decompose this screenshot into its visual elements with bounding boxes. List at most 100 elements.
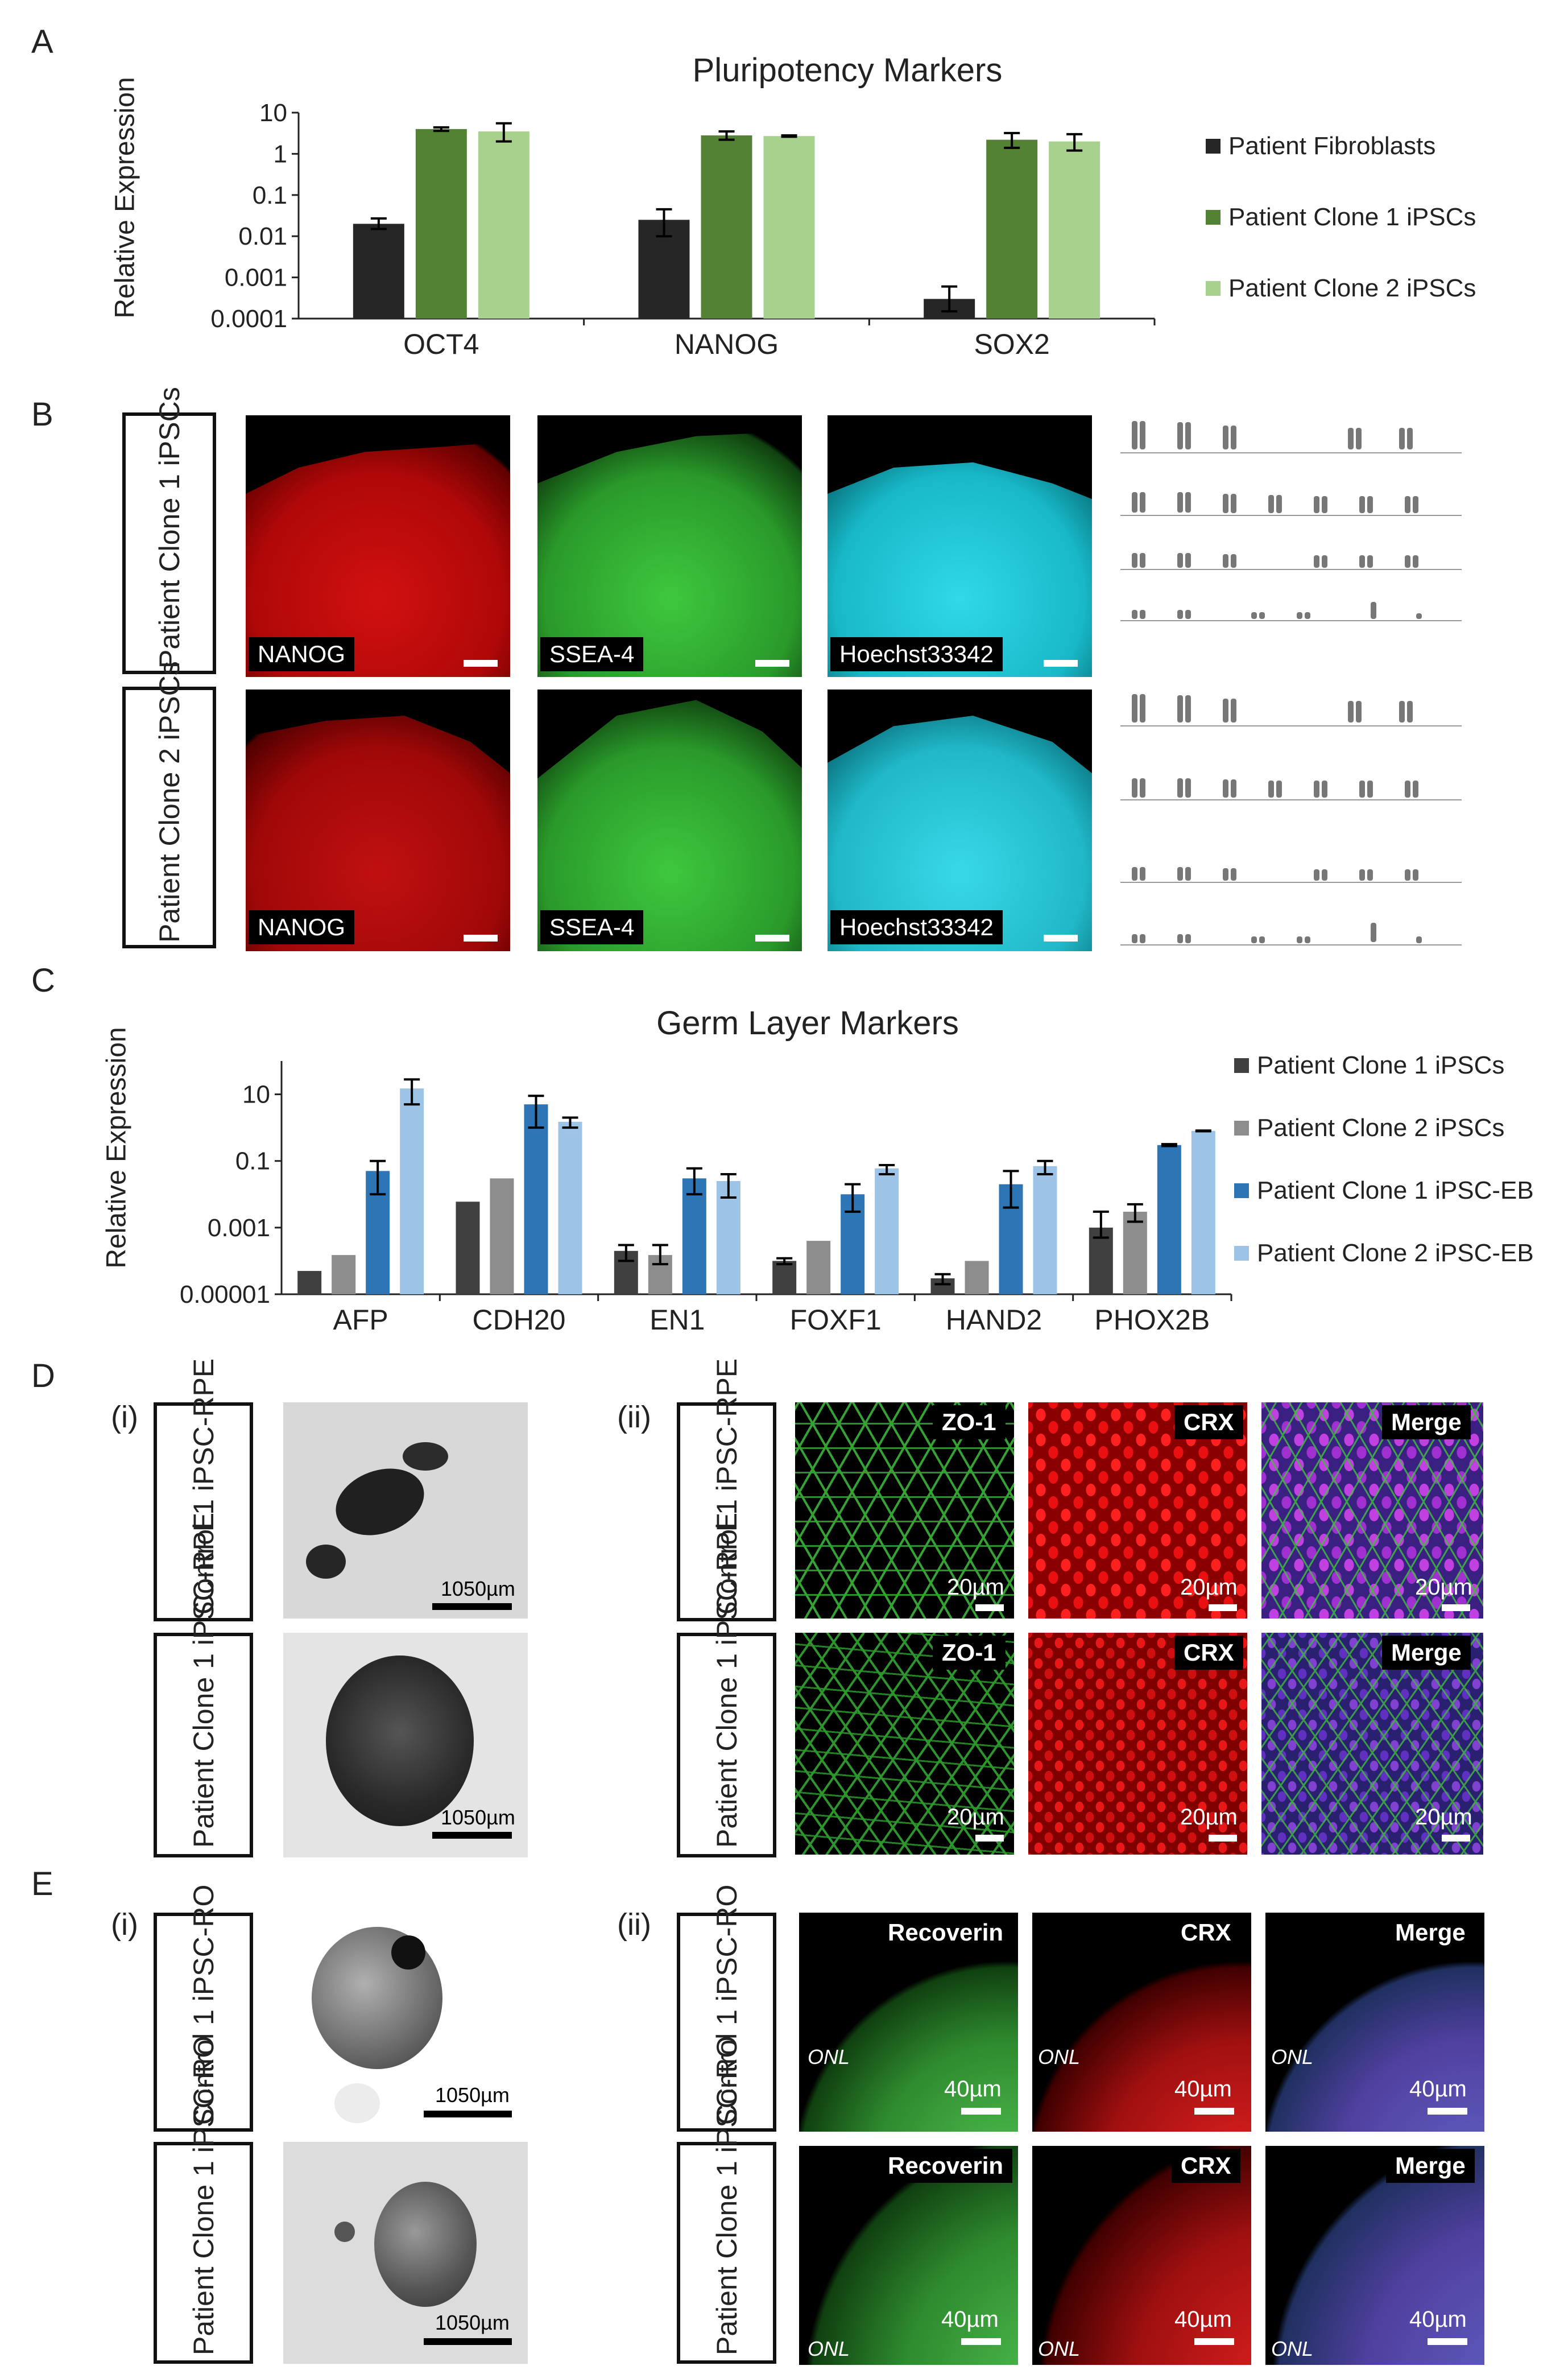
panel-e-ii-label: (ii)	[617, 1908, 651, 1942]
scalebar-d3-label: 20µm	[947, 1575, 1004, 1600]
bar	[1191, 1130, 1215, 1294]
chart-a: 10 1 0.1 0.01 0.001 0.0001 OCT4 NANOG SOX2	[210, 99, 1156, 360]
legend-c-2: Patient Clone 1 iPSC-EB	[1234, 1176, 1534, 1205]
x-tick-label: NANOG	[675, 328, 779, 360]
panel-e-i-label: (i)	[111, 1908, 138, 1942]
scalebar-e1	[424, 2111, 512, 2117]
bar	[682, 1178, 706, 1294]
legend-a-0: Patient Fibroblasts	[1206, 132, 1435, 160]
scalebar-e2	[424, 2338, 512, 2345]
scalebar-d8-label: 20µm	[1415, 1805, 1472, 1830]
y-tick-label: 1	[274, 140, 287, 168]
scalebar-b1	[464, 660, 498, 667]
bar	[558, 1121, 582, 1294]
onl-label-6: ONL	[1271, 2337, 1314, 2360]
scalebar-e3-label: 40µm	[944, 2076, 1002, 2102]
panel-b-label: B	[31, 396, 53, 433]
row-label-e1: Control 1 iPSC-RO	[154, 1884, 253, 2132]
y-tick-label: 10	[242, 1081, 270, 1109]
scalebar-d4	[1209, 1604, 1237, 1611]
panel-d-label: D	[31, 1357, 55, 1394]
onl-label-1: ONL	[808, 2045, 850, 2069]
x-tick-label: FOXF1	[790, 1304, 882, 1336]
legend-a-1: Patient Clone 1 iPSCs	[1206, 203, 1476, 232]
scalebar-d8	[1442, 1835, 1470, 1842]
scalebar-e8	[1428, 2338, 1467, 2345]
scalebar-d4-label: 20µm	[1180, 1575, 1238, 1600]
scalebar-d7	[1209, 1835, 1237, 1842]
scalebar-d3	[975, 1604, 1004, 1611]
legend-c-1: Patient Clone 2 iPSCs	[1234, 1114, 1504, 1142]
tag-recoverin-patient: Recoverin	[879, 2149, 1013, 2183]
bar	[875, 1168, 899, 1294]
x-tick-label: PHOX2B	[1094, 1304, 1210, 1336]
ssea4-image-2	[537, 690, 802, 951]
row-label-d3: Control 1 iPSC-RPE	[677, 1358, 776, 1621]
scalebar-e7	[1194, 2338, 1234, 2345]
row-label-e2: Patient Clone 1 iPSC-RO	[154, 2036, 253, 2364]
scalebar-e3	[961, 2108, 1001, 2115]
y-tick-label: 0.0001	[210, 305, 287, 333]
bar	[1049, 141, 1101, 319]
scalebar-d2-label: 1050µm	[441, 1806, 515, 1829]
tag-nanog-1: NANOG	[249, 637, 355, 671]
scalebar-d7-label: 20µm	[1180, 1805, 1238, 1830]
bar	[763, 136, 815, 319]
y-tick-label: 0.1	[235, 1147, 270, 1175]
scalebar-b2	[755, 660, 789, 667]
karyotype-1	[1120, 415, 1462, 654]
scalebar-b3	[1044, 660, 1078, 667]
panel-a-label: A	[31, 23, 53, 60]
scalebar-b4	[464, 935, 498, 942]
row-label-e3: Control 1 iPSC-RO	[677, 1884, 776, 2132]
legend-c-3: Patient Clone 2 iPSC-EB	[1234, 1239, 1534, 1268]
scalebar-d6-label: 20µm	[947, 1805, 1004, 1830]
tag-crx-ro-control: CRX	[1172, 1915, 1240, 1950]
rpe-brightfield-patient	[283, 1633, 528, 1857]
tag-merge-ro-control: Merge	[1386, 1915, 1475, 1950]
bar	[297, 1271, 322, 1294]
tag-ssea4-2: SSEA-4	[540, 910, 644, 944]
bar	[490, 1178, 514, 1294]
y-tick-label: 0.00001	[180, 1281, 270, 1308]
ro-brightfield-patient	[283, 2142, 528, 2364]
row-label-b1: Patient Clone 1 iPSCs	[122, 387, 216, 674]
row-label-b2: Patient Clone 2 iPSCs	[122, 661, 216, 948]
bar	[716, 1180, 740, 1294]
bar	[1157, 1145, 1181, 1294]
bar	[353, 224, 404, 319]
scalebar-e5-label: 40µm	[1409, 2076, 1467, 2102]
y-tick-label: 0.001	[208, 1214, 270, 1242]
bar	[965, 1261, 989, 1294]
x-tick-label: SOX2	[974, 328, 1049, 360]
y-tick-label: 10	[259, 99, 287, 127]
scalebar-e4	[1194, 2108, 1234, 2115]
tag-recoverin-control: Recoverin	[879, 1915, 1013, 1950]
rpe-brightfield-control	[283, 1402, 528, 1619]
scalebar-d5	[1442, 1604, 1470, 1611]
tag-crx-ro-patient: CRX	[1172, 2149, 1240, 2183]
bar	[400, 1088, 424, 1294]
scalebar-e2-label: 1050µm	[435, 2311, 510, 2334]
y-tick-label: 0.001	[225, 264, 287, 292]
merge-image-patient	[1261, 1633, 1483, 1855]
scalebar-e8-label: 40µm	[1409, 2307, 1467, 2332]
panel-e-label: E	[31, 1865, 53, 1902]
karyotype-2	[1120, 688, 1462, 950]
x-tick-label: AFP	[333, 1304, 388, 1336]
bar	[1033, 1166, 1057, 1294]
ssea4-image-1	[537, 415, 802, 677]
tag-merge-ro-patient: Merge	[1386, 2149, 1475, 2183]
x-tick-label: OCT4	[403, 328, 479, 360]
crx-image-patient	[1028, 1633, 1247, 1855]
tag-merge-control: Merge	[1382, 1405, 1471, 1439]
legend-c-0: Patient Clone 1 iPSCs	[1234, 1051, 1504, 1080]
legend-a-2: Patient Clone 2 iPSCs	[1206, 274, 1476, 303]
tag-hoechst-1: Hoechst33342	[830, 637, 1003, 671]
x-tick-label: CDH20	[473, 1304, 566, 1336]
scalebar-e5	[1428, 2108, 1467, 2115]
scalebar-d5-label: 20µm	[1415, 1575, 1472, 1600]
row-label-d1: Control 1 iPSC-RPE	[154, 1358, 253, 1621]
row-label-e4: Patient Clone 1 iPSC-RO	[677, 2036, 776, 2364]
panel-d-ii-label: (ii)	[617, 1400, 651, 1434]
